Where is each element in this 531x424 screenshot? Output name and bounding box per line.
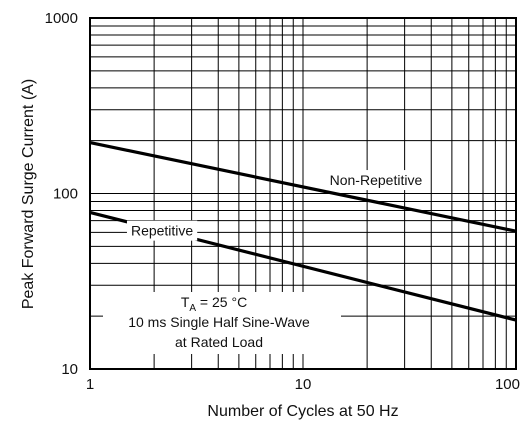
x-tick-label: 100: [495, 376, 520, 393]
ta-subscript: A: [189, 303, 196, 314]
series-label-repetitive: Repetitive: [131, 223, 193, 239]
annotation-waveform: 10 ms Single Half Sine-Wave: [128, 314, 310, 330]
y-tick-label: 10: [61, 361, 78, 378]
tick-labels: 1 10 100 10 100 1000: [45, 10, 520, 393]
series-label-non-repetitive: Non-Repetitive: [330, 172, 423, 188]
series-label-background: [325, 170, 427, 191]
ta-symbol: T: [181, 294, 190, 310]
plot-frame: [89, 17, 517, 370]
annotation-load: at Rated Load: [175, 334, 263, 350]
y-axis-label: Peak Forward Surge Current (A): [20, 79, 37, 309]
annotation-temperature: TA = 25 °C: [181, 294, 247, 314]
x-tick-label: 1: [86, 376, 94, 393]
annotation-background: [103, 292, 341, 354]
series-labels: Non-Repetitive Repetitive: [126, 170, 427, 241]
y-tick-label: 1000: [45, 10, 78, 27]
conditions-annotation: TA = 25 °C 10 ms Single Half Sine-Wave a…: [103, 292, 341, 354]
x-axis-label: Number of Cycles at 50 Hz: [207, 403, 398, 420]
series-label-background: [126, 220, 198, 241]
y-tick-label: 100: [53, 186, 78, 203]
series-line-non-repetitive: [89, 141, 517, 233]
ta-value: = 25 °C: [196, 294, 247, 310]
x-tick-label: 10: [295, 376, 312, 393]
